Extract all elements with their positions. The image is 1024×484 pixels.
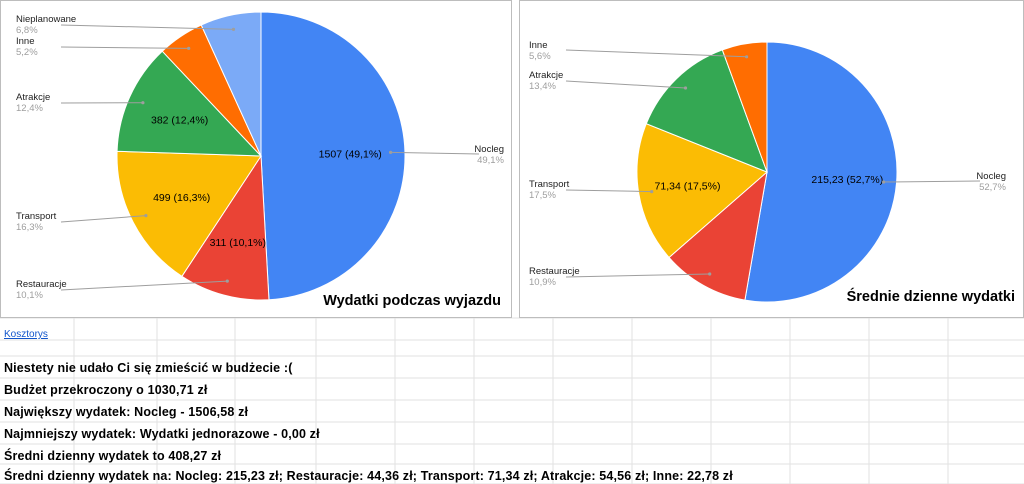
pie-chart-expenses[interactable]: 1507 (49,1%) Nocleg 49,1% 311 (10,1%) Restau… xyxy=(0,0,512,318)
pie-slice-nocleg[interactable] xyxy=(260,11,406,301)
leader-dot-inne xyxy=(745,55,749,59)
leader-line-atrakcje xyxy=(565,80,686,89)
leader-dot-restauracje xyxy=(708,272,712,276)
slice-percent-label-inne: 5,6% xyxy=(529,51,551,62)
leader-dot-nocleg xyxy=(882,180,886,184)
pie-slice-nocleg[interactable] xyxy=(744,41,898,303)
pie-slice-transport[interactable] xyxy=(636,123,768,259)
daily-average-text: Średni dzienny wydatek to 408,27 zł xyxy=(4,449,222,463)
slice-name-label-transport: Transport xyxy=(529,179,570,190)
slice-percent-label-inne: 5,2% xyxy=(16,47,38,58)
slice-percent-label-atrakcje: 13,4% xyxy=(529,81,556,92)
leader-line-inne xyxy=(565,49,747,58)
slice-name-label-atrakcje: Atrakcje xyxy=(529,70,563,81)
pie-slice-restauracje[interactable] xyxy=(668,170,768,301)
kosztorys-link[interactable]: Kosztorys xyxy=(4,329,48,340)
slice-name-label-restauracje: Restauracje xyxy=(529,266,580,277)
slice-name-label-atrakcje: Atrakcje xyxy=(16,92,50,103)
leader-dot-restauracje xyxy=(225,279,229,283)
leader-line-nieplanowane xyxy=(60,24,234,30)
leader-line-restauracje xyxy=(60,280,228,291)
leader-line-inne xyxy=(60,46,189,49)
budget-status-text: Niestety nie udało Ci się zmieścić w bud… xyxy=(4,361,293,375)
leader-dot-nieplanowane xyxy=(231,27,236,31)
slice-name-label-nocleg: Nocleg xyxy=(474,144,504,155)
data-label-restauracje: 311 (10,1%) xyxy=(210,237,266,249)
leader-dot-transport xyxy=(144,214,148,218)
slice-percent-label-nocleg: 52,7% xyxy=(979,182,1006,193)
chart-title: Wydatki podczas wyjazdu xyxy=(323,293,501,309)
leader-dot-atrakcje xyxy=(141,101,145,105)
pie-slice-nieplanowane[interactable] xyxy=(200,11,262,157)
slice-name-label-transport: Transport xyxy=(16,211,57,222)
budget-overrun-text: Budżet przekroczony o 1030,71 zł xyxy=(4,383,208,397)
pie-slice-transport[interactable] xyxy=(116,150,262,278)
data-label-atrakcje: 382 (12,4%) xyxy=(151,114,208,126)
slice-name-label-nocleg: Nocleg xyxy=(976,171,1006,182)
pie-slice-atrakcje[interactable] xyxy=(116,50,263,157)
leader-line-restauracje xyxy=(565,273,710,278)
leader-dot-atrakcje xyxy=(683,86,688,90)
slice-percent-label-restauracje: 10,9% xyxy=(529,277,556,288)
slice-percent-label-transport: 16,3% xyxy=(16,222,43,233)
slice-percent-label-nocleg: 49,1% xyxy=(477,155,504,166)
data-label-nocleg: 215,23 (52,7%) xyxy=(811,174,883,186)
leader-line-transport xyxy=(60,215,146,223)
slice-name-label-nieplanowane: Nieplanowane xyxy=(16,14,76,25)
leader-line-transport xyxy=(565,189,652,193)
pie-chart-daily-average[interactable]: 215,23 (52,7%) Nocleg 52,7% Restauracje 10,9… xyxy=(519,0,1024,318)
slice-percent-label-nieplanowane: 6,8% xyxy=(16,25,38,36)
leader-dot-nocleg xyxy=(389,150,393,154)
slice-name-label-inne: Inne xyxy=(529,40,548,51)
slice-percent-label-transport: 17,5% xyxy=(529,190,556,201)
leader-line-nocleg xyxy=(390,151,480,155)
data-label-transport: 71,34 (17,5%) xyxy=(655,181,721,193)
leader-dot-inne xyxy=(187,46,191,51)
smallest-expense-text: Najmniejszy wydatek: Wydatki jednorazowe… xyxy=(4,427,320,441)
slice-percent-label-restauracje: 10,1% xyxy=(16,290,43,301)
pie-slice-restauracje[interactable] xyxy=(181,154,270,301)
chart-title: Średnie dzienne wydatki xyxy=(847,287,1015,305)
data-label-transport: 499 (16,3%) xyxy=(153,192,210,204)
pie-slice-inne[interactable] xyxy=(721,41,768,173)
daily-average-breakdown-text: Średni dzienny wydatek na: Nocleg: 215,2… xyxy=(4,469,733,483)
largest-expense-text: Największy wydatek: Nocleg - 1506,58 zł xyxy=(4,405,249,419)
slice-percent-label-atrakcje: 12,4% xyxy=(16,103,43,114)
slice-name-label-restauracje: Restauracje xyxy=(16,279,67,290)
leader-dot-transport xyxy=(650,190,654,194)
data-label-nocleg: 1507 (49,1%) xyxy=(319,149,382,161)
pie-slice-atrakcje[interactable] xyxy=(645,49,768,173)
slice-name-label-inne: Inne xyxy=(16,36,35,47)
leader-line-nocleg xyxy=(883,180,981,183)
